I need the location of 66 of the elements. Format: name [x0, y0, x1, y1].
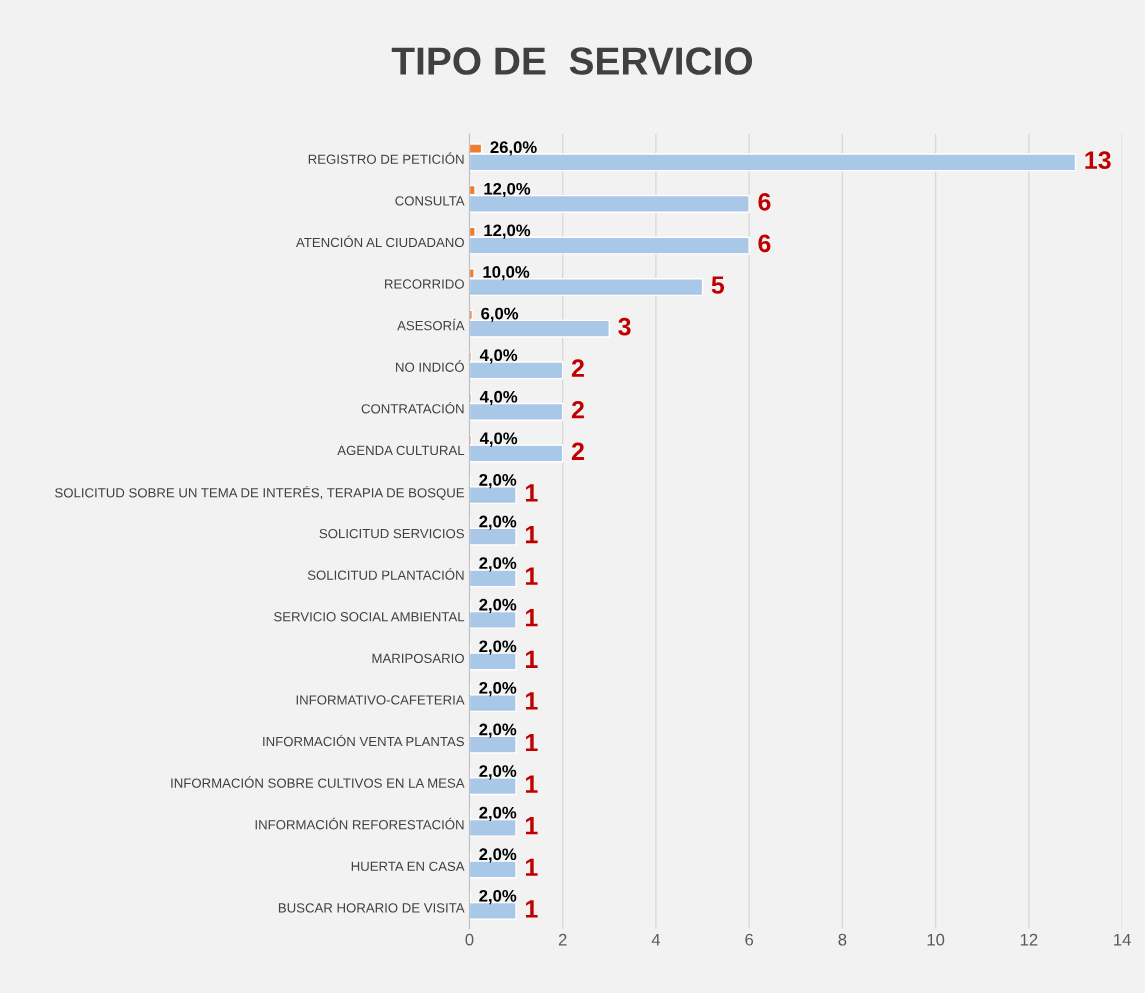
data-label: 12,0% — [484, 224, 531, 239]
data-label: 2,0% — [479, 515, 517, 530]
y-tick-label: CONTRATACIÓN — [361, 401, 464, 414]
data-label: 1 — [525, 484, 538, 502]
data-label: 1 — [525, 567, 538, 585]
y-tick-label: REGISTRO DE PETICIÓN — [308, 152, 464, 164]
data-label: 1 — [525, 775, 538, 793]
x-tick-label: 10 — [927, 933, 945, 946]
data-label: 2,0% — [479, 474, 517, 489]
y-tick-label: AGENDA CULTURAL — [337, 445, 465, 456]
data-label: 2,0% — [479, 723, 517, 738]
x-tick-label: 14 — [1114, 933, 1131, 946]
y-tick-label: MARIPOSARIO — [372, 653, 464, 664]
data-label: 4,0% — [479, 390, 518, 406]
data-label: 2 — [571, 400, 584, 419]
y-tick-label: INFORMACIÓN SOBRE CULTIVOS EN LA MESA — [171, 776, 465, 788]
data-label: 2,0% — [479, 640, 517, 655]
data-label: 13 — [1085, 151, 1111, 170]
data-label: 3 — [618, 317, 631, 336]
data-label: 1 — [525, 817, 538, 835]
y-tick-label: CONSULTA — [395, 196, 465, 206]
data-label: 26,0% — [490, 141, 537, 156]
y-tick-label: INFORMACIÓN VENTA PLANTAS — [263, 734, 464, 747]
data-label: 2,0% — [479, 598, 517, 614]
x-tick-label: 12 — [1020, 933, 1038, 946]
y-tick-label: NO INDICÓ — [396, 360, 464, 372]
data-label: 2,0% — [479, 765, 517, 780]
y-tick-label: SERVICIO SOCIAL AMBIENTAL — [274, 612, 465, 622]
data-label: 6 — [758, 234, 771, 253]
y-tick-label: SOLICITUD SOBRE UN TEMA DE INTERÉS, TERAPIA DE BOSQUE — [55, 485, 465, 500]
data-label: 4,0% — [479, 432, 518, 447]
data-label: 1 — [525, 525, 538, 544]
x-tick-label: 0 — [465, 933, 474, 946]
y-tick-label: INFORMACIÓN REFORESTACIÓN — [255, 817, 464, 830]
y-tick-label: SOLICITUD PLANTACIÓN — [307, 568, 464, 580]
data-label: 6 — [758, 192, 771, 211]
data-label: 2 — [571, 442, 584, 460]
y-tick-label: ASESORÍA — [397, 318, 465, 331]
data-label: 1 — [525, 900, 538, 918]
y-tick-label: ATENCIÓN AL CIUDADANO — [295, 235, 464, 248]
data-label: 10,0% — [483, 266, 530, 281]
data-label: 1 — [525, 650, 538, 668]
y-tick-label: INFORMATIVO-CAFETERIA — [296, 695, 465, 705]
data-label: 2,0% — [479, 848, 517, 863]
x-tick-label: 4 — [651, 933, 661, 946]
data-label: 2,0% — [479, 806, 517, 821]
x-tick-label: 8 — [838, 933, 847, 946]
data-label: 12,0% — [484, 182, 531, 198]
y-tick-label: SOLICITUD SERVICIOS — [319, 528, 464, 539]
x-tick-label: 6 — [745, 933, 754, 946]
data-label: 2 — [571, 359, 584, 377]
data-label: 6,0% — [481, 307, 519, 322]
data-label: 4,0% — [479, 349, 518, 364]
data-label: 2,0% — [479, 889, 517, 905]
data-label: 1 — [525, 609, 538, 627]
data-label: 2,0% — [479, 681, 517, 697]
y-tick-label: RECORRIDO — [385, 279, 464, 289]
data-label: 1 — [525, 733, 538, 752]
x-tick-label: 2 — [558, 933, 567, 946]
data-label: 2,0% — [479, 557, 517, 572]
data-label: 1 — [525, 858, 538, 876]
y-tick-label: BUSCAR HORARIO DE VISITA — [278, 903, 465, 913]
data-label: 1 — [525, 692, 538, 710]
chart-title: TIPO DE SERVICIO — [391, 47, 753, 75]
data-label: 5 — [711, 276, 725, 294]
y-tick-label: HUERTA EN CASA — [351, 861, 465, 871]
